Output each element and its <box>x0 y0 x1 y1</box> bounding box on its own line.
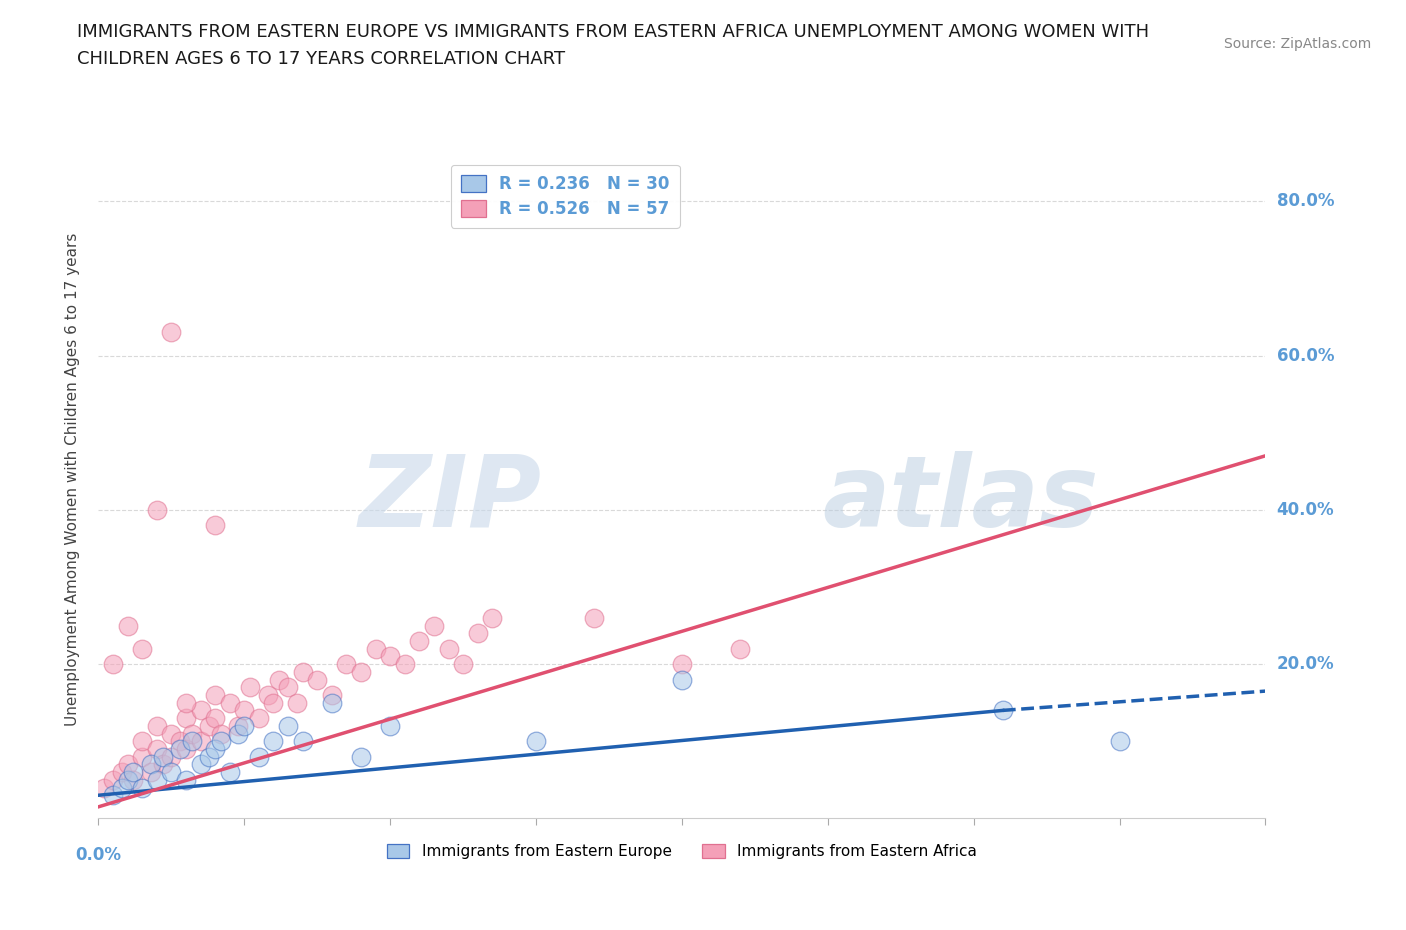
Text: 80.0%: 80.0% <box>1277 193 1334 210</box>
Point <box>122 773 145 788</box>
Point <box>247 711 270 725</box>
Point <box>524 734 547 749</box>
Point <box>160 750 183 764</box>
Point <box>174 741 197 756</box>
Point <box>169 734 191 749</box>
Point <box>111 764 134 779</box>
Point <box>364 642 387 657</box>
Point <box>269 672 291 687</box>
Legend: R = 0.236   N = 30, R = 0.526   N = 57: R = 0.236 N = 30, R = 0.526 N = 57 <box>451 165 679 228</box>
Point <box>160 764 183 779</box>
Point <box>262 696 284 711</box>
Point <box>174 773 197 788</box>
Point <box>350 664 373 679</box>
Point <box>209 734 232 749</box>
Point <box>204 741 226 756</box>
Text: 0.0%: 0.0% <box>76 845 121 864</box>
Point <box>117 773 139 788</box>
Point <box>481 610 503 625</box>
Point <box>671 657 693 671</box>
Point <box>122 764 145 779</box>
Point <box>190 757 212 772</box>
Point <box>152 750 174 764</box>
Text: 60.0%: 60.0% <box>1277 347 1334 365</box>
Point <box>174 711 197 725</box>
Point <box>1108 734 1130 749</box>
Point <box>160 325 183 339</box>
Point <box>233 718 256 733</box>
Point <box>671 672 693 687</box>
Point <box>101 773 124 788</box>
Point <box>394 657 416 671</box>
Point <box>277 680 299 695</box>
Point <box>190 734 212 749</box>
Point <box>131 642 153 657</box>
Point <box>239 680 262 695</box>
Point <box>380 649 402 664</box>
Point <box>451 657 474 671</box>
Point <box>198 750 221 764</box>
Point <box>152 757 174 772</box>
Point <box>218 764 240 779</box>
Point <box>307 672 329 687</box>
Point <box>583 610 606 625</box>
Text: ZIP: ZIP <box>359 451 541 548</box>
Point <box>190 703 212 718</box>
Point <box>209 726 232 741</box>
Point <box>198 718 221 733</box>
Point <box>730 642 752 657</box>
Point <box>423 618 446 633</box>
Point <box>131 750 153 764</box>
Point <box>146 773 169 788</box>
Text: 40.0%: 40.0% <box>1277 501 1334 519</box>
Point <box>262 734 284 749</box>
Point <box>204 687 226 702</box>
Point <box>285 696 308 711</box>
Text: Source: ZipAtlas.com: Source: ZipAtlas.com <box>1223 37 1371 51</box>
Point <box>146 502 169 517</box>
Point <box>139 764 162 779</box>
Y-axis label: Unemployment Among Women with Children Ages 6 to 17 years: Unemployment Among Women with Children A… <box>65 232 80 725</box>
Text: IMMIGRANTS FROM EASTERN EUROPE VS IMMIGRANTS FROM EASTERN AFRICA UNEMPLOYMENT AM: IMMIGRANTS FROM EASTERN EUROPE VS IMMIGR… <box>77 23 1150 68</box>
Point <box>180 726 202 741</box>
Point <box>321 687 343 702</box>
Point <box>131 780 153 795</box>
Point <box>93 780 115 795</box>
Point <box>111 780 134 795</box>
Point <box>291 734 314 749</box>
Point <box>204 711 226 725</box>
Point <box>380 718 402 733</box>
Point <box>291 664 314 679</box>
Point <box>117 757 139 772</box>
Point <box>139 757 162 772</box>
Point <box>146 718 169 733</box>
Point <box>256 687 278 702</box>
Point <box>467 626 489 641</box>
Point <box>247 750 270 764</box>
Point <box>335 657 357 671</box>
Point <box>228 726 250 741</box>
Point <box>350 750 373 764</box>
Point <box>117 618 139 633</box>
Point <box>277 718 299 733</box>
Point <box>218 696 240 711</box>
Point <box>228 718 250 733</box>
Point <box>146 741 169 756</box>
Point <box>204 518 226 533</box>
Point <box>408 633 430 648</box>
Point <box>180 734 202 749</box>
Point <box>160 726 183 741</box>
Point <box>233 703 256 718</box>
Text: 20.0%: 20.0% <box>1277 655 1334 673</box>
Point <box>169 741 191 756</box>
Point <box>101 657 124 671</box>
Point <box>131 734 153 749</box>
Point <box>174 696 197 711</box>
Point <box>321 696 343 711</box>
Point <box>101 788 124 803</box>
Text: atlas: atlas <box>823 451 1098 548</box>
Point <box>437 642 460 657</box>
Point <box>991 703 1014 718</box>
